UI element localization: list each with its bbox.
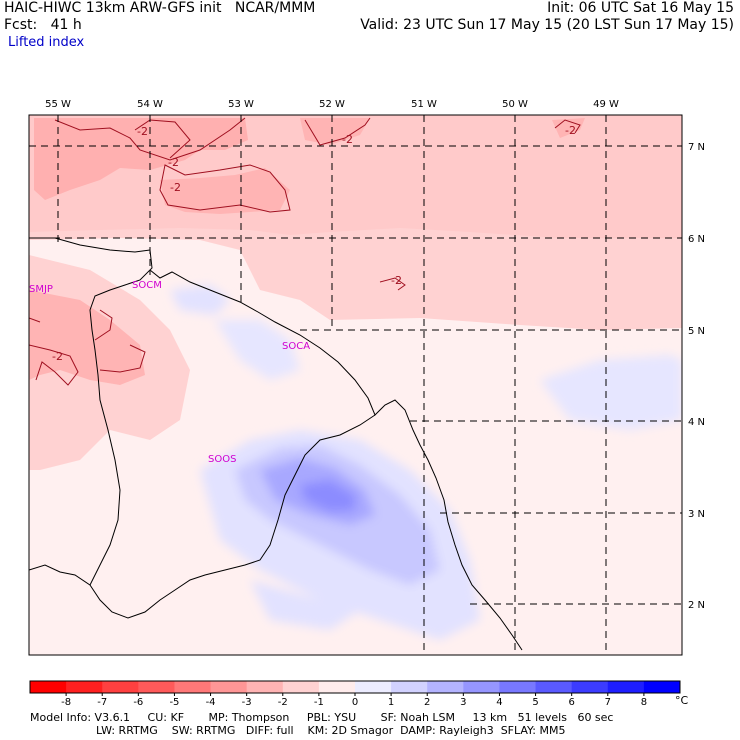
colorbar-tick-label: 0 bbox=[352, 697, 358, 708]
colorbar-swatch bbox=[174, 681, 212, 693]
contour-label: -2 bbox=[137, 125, 148, 138]
colorbar-unit: °C bbox=[675, 694, 689, 707]
lon-label: 52 W bbox=[319, 99, 345, 110]
colorbar-tick-label: -3 bbox=[242, 697, 252, 708]
station-smjp: SMJP bbox=[29, 284, 53, 295]
colorbar-swatch bbox=[643, 681, 681, 693]
station-socm: SOCM bbox=[132, 280, 162, 291]
init-time: Init: 06 UTC Sat 16 May 15 bbox=[547, 0, 734, 16]
colorbar-tick-label: -7 bbox=[97, 697, 107, 708]
station-labels: SMJP SOCM SOCA SOOS bbox=[29, 280, 310, 465]
colorbar-tick-label: -8 bbox=[61, 697, 71, 708]
model-title: HAIC-HIWC 13km ARW-GFS init NCAR/MMM bbox=[4, 0, 316, 16]
lat-label: 7 N bbox=[688, 142, 705, 153]
colorbar-tick-label: 7 bbox=[605, 697, 611, 708]
colorbar-swatch bbox=[102, 681, 139, 693]
lon-label: 53 W bbox=[228, 99, 254, 110]
contour-label: -2 bbox=[342, 133, 353, 146]
contour-label: -2 bbox=[565, 124, 576, 137]
forecast-hour: Fcst: 41 h bbox=[4, 17, 82, 33]
colorbar-swatch bbox=[282, 681, 320, 693]
lat-label: 2 N bbox=[688, 600, 705, 611]
model-info-line1: Model Info: V3.6.1 CU: KF MP: Thompson P… bbox=[30, 711, 614, 724]
lat-axis: 7 N 6 N 5 N 4 N 3 N 2 N bbox=[688, 142, 705, 611]
colorbar-tick-label: -6 bbox=[133, 697, 143, 708]
colorbar-swatch bbox=[499, 681, 537, 693]
valid-time: Valid: 23 UTC Sun 17 May 15 (20 LST Sun … bbox=[360, 17, 734, 33]
field-name: Lifted index bbox=[8, 35, 85, 50]
colorbar-tick-label: 2 bbox=[424, 697, 430, 708]
colorbar-swatch bbox=[210, 681, 248, 693]
colorbar-swatch bbox=[571, 681, 609, 693]
colorbar-tick-label: -2 bbox=[278, 697, 288, 708]
lat-label: 6 N bbox=[688, 234, 705, 245]
shaded-field: -2 -2 -2 -2 -2 -2 -2 bbox=[29, 115, 682, 655]
colorbar-swatch bbox=[66, 681, 103, 693]
colorbar-swatch bbox=[138, 681, 175, 693]
colorbar-swatch bbox=[535, 681, 573, 693]
coastlines bbox=[29, 237, 523, 651]
colorbar-swatch bbox=[246, 681, 284, 693]
contour-label: -2 bbox=[52, 350, 63, 363]
colorbar-swatch bbox=[607, 681, 645, 693]
lon-label: 51 W bbox=[411, 99, 437, 110]
colorbar-tick-label: -1 bbox=[314, 697, 324, 708]
colorbar-tick-label: 1 bbox=[388, 697, 394, 708]
contour-lines bbox=[29, 117, 581, 386]
lon-axis: 55 W 54 W 53 W 52 W 51 W 50 W 49 W bbox=[45, 99, 619, 110]
plot-frame bbox=[28, 114, 683, 656]
colorbar-swatch bbox=[318, 681, 356, 693]
colorbar: -8 -7 -6 -5 -4 -3 -2 -1 0 1 2 3 4 5 6 7 8 bbox=[29, 680, 681, 708]
station-soos: SOOS bbox=[208, 454, 236, 465]
lon-label: 50 W bbox=[502, 99, 528, 110]
lon-label: 55 W bbox=[45, 99, 71, 110]
contour-label: -2 bbox=[391, 274, 402, 287]
colorbar-tick-label: 6 bbox=[568, 697, 574, 708]
model-info-line2: LW: RRTMG SW: RRTMG DIFF: full KM: 2D Sm… bbox=[96, 724, 566, 737]
colorbar-tick-label: 8 bbox=[641, 697, 647, 708]
colorbar-tick-label: -4 bbox=[206, 697, 216, 708]
lat-label: 5 N bbox=[688, 326, 705, 337]
colorbar-swatch bbox=[391, 681, 428, 693]
lat-label: 4 N bbox=[688, 417, 705, 428]
colorbar-swatch bbox=[30, 681, 67, 693]
colorbar-tick-label: 4 bbox=[496, 697, 502, 708]
contour-label-group: -2 -2 -2 -2 -2 -2 -2 bbox=[52, 124, 576, 363]
colorbar-swatch bbox=[463, 681, 500, 693]
contour-label: -2 bbox=[168, 156, 179, 169]
colorbar-swatch bbox=[427, 681, 464, 693]
station-soca: SOCA bbox=[282, 341, 310, 352]
colorbar-tick-label: 3 bbox=[460, 697, 466, 708]
colorbar-tick-label: 5 bbox=[532, 697, 538, 708]
lat-lon-grid bbox=[29, 115, 682, 655]
colorbar-tick-label: -5 bbox=[169, 697, 179, 708]
lon-label: 49 W bbox=[593, 99, 619, 110]
lat-label: 3 N bbox=[688, 509, 705, 520]
colorbar-swatch bbox=[355, 681, 392, 693]
lon-label: 54 W bbox=[137, 99, 163, 110]
contour-label: -2 bbox=[170, 181, 181, 194]
